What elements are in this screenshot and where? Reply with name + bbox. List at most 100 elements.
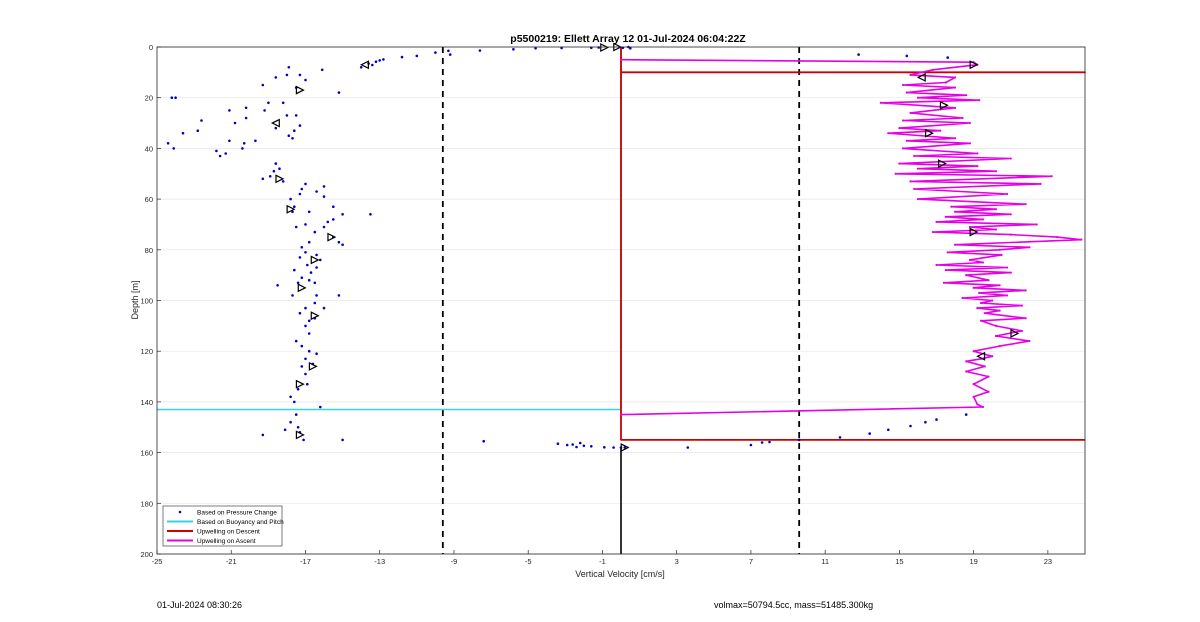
ascent-point — [976, 403, 979, 406]
ascent-point — [619, 413, 623, 416]
pressure-change-point — [304, 251, 307, 254]
ascent-point — [965, 94, 968, 97]
pressure-change-point — [293, 205, 296, 208]
pressure-change-point — [332, 205, 335, 208]
ascent-point — [887, 132, 890, 135]
ascent-point — [953, 86, 957, 89]
direction-marker — [297, 283, 307, 293]
ascent-point — [1050, 175, 1053, 178]
pressure-change-point — [289, 395, 292, 399]
pressure-change-point — [170, 96, 174, 99]
y-tick-label: 140 — [140, 398, 153, 407]
pressure-change-point — [294, 413, 298, 416]
x-tick-label: -25 — [152, 557, 163, 566]
pressure-change-point — [304, 357, 307, 361]
ascent-point — [902, 83, 905, 87]
legend-swatch-dot — [178, 510, 182, 514]
ascent-point — [894, 172, 897, 175]
series-based-on-buoyancy-and-pitch — [157, 47, 622, 411]
pressure-change-point — [298, 192, 302, 196]
pressure-change-point — [300, 276, 304, 280]
pressure-change-point — [291, 137, 294, 140]
x-tick-label: -13 — [374, 557, 385, 566]
y-tick-label: 100 — [140, 297, 153, 306]
ascent-point — [983, 312, 986, 315]
ascent-point — [981, 261, 985, 264]
ascent-point — [916, 167, 920, 170]
direction-marker — [295, 379, 305, 389]
pressure-change-point — [304, 78, 307, 82]
pressure-change-point — [293, 129, 296, 132]
ascent-point — [946, 251, 949, 254]
pressure-change-point — [857, 53, 860, 56]
pressure-change-point — [300, 344, 304, 348]
ascent-point — [978, 99, 981, 102]
ascent-point — [898, 127, 901, 130]
ascent-point — [619, 58, 623, 61]
pressure-change-point — [174, 96, 177, 99]
pressure-change-point — [313, 281, 317, 285]
ascent-point — [909, 111, 912, 115]
pressure-change-point — [309, 271, 313, 274]
direction-marker — [969, 227, 979, 237]
ascent-point — [1009, 271, 1012, 274]
pressure-change-point — [307, 319, 311, 323]
pressure-change-point — [294, 114, 298, 117]
pressure-change-point — [909, 424, 912, 428]
pressure-change-point — [337, 91, 341, 94]
pressure-change-point — [341, 213, 344, 216]
pressure-change-point — [868, 432, 871, 435]
pressure-change-point — [224, 152, 227, 155]
direction-marker — [310, 255, 320, 265]
ascent-point — [1024, 289, 1027, 292]
pressure-change-point — [298, 124, 302, 127]
y-tick-label: 200 — [140, 550, 153, 559]
ascent-point — [991, 355, 994, 358]
pressure-change-point — [590, 445, 593, 448]
pressure-change-point — [298, 311, 302, 315]
pressure-change-point — [382, 58, 385, 61]
ascent-point — [965, 360, 968, 363]
direction-marker — [308, 361, 318, 371]
pressure-change-point — [261, 433, 265, 437]
pressure-change-point — [578, 441, 582, 445]
ascent-point — [968, 225, 972, 229]
pressure-change-point — [196, 129, 200, 132]
ascent-point — [987, 279, 990, 282]
ascent-point — [931, 68, 934, 71]
x-tick-label: -17 — [300, 557, 311, 566]
x-tick-label: -5 — [525, 557, 532, 566]
pressure-change-point — [320, 68, 324, 72]
ascent-point — [1005, 294, 1009, 297]
pressure-change-point — [313, 230, 317, 234]
pressure-change-point — [200, 119, 203, 122]
ascent-point — [1056, 236, 1059, 239]
y-tick-label: 60 — [145, 195, 153, 204]
pressure-change-point — [315, 190, 318, 193]
direction-marker — [939, 100, 949, 110]
pressure-change-point — [274, 76, 278, 79]
ascent-point — [976, 307, 979, 310]
pressure-change-point — [378, 59, 382, 62]
pressure-change-point — [261, 83, 265, 87]
pressure-change-point — [337, 240, 341, 244]
ascent-point — [1080, 238, 1083, 241]
direction-marker — [976, 351, 986, 361]
x-tick-label: 15 — [895, 557, 903, 566]
ascent-point — [976, 152, 979, 155]
ascent-point — [1000, 253, 1003, 256]
y-tick-label: 40 — [145, 144, 153, 153]
ascent-point — [916, 198, 920, 201]
pressure-change-point — [797, 438, 801, 442]
pressure-change-point — [263, 109, 266, 112]
pressure-change-point — [556, 442, 560, 446]
pressure-change-point — [307, 332, 311, 335]
pressure-change-point — [686, 446, 690, 449]
pressure-change-point — [233, 121, 237, 125]
pressure-change-point — [415, 54, 419, 58]
direction-marker — [310, 311, 320, 321]
pressure-change-point — [575, 445, 578, 449]
direction-marker — [295, 430, 305, 440]
pressure-change-point — [341, 438, 344, 442]
direction-marker — [600, 43, 610, 52]
